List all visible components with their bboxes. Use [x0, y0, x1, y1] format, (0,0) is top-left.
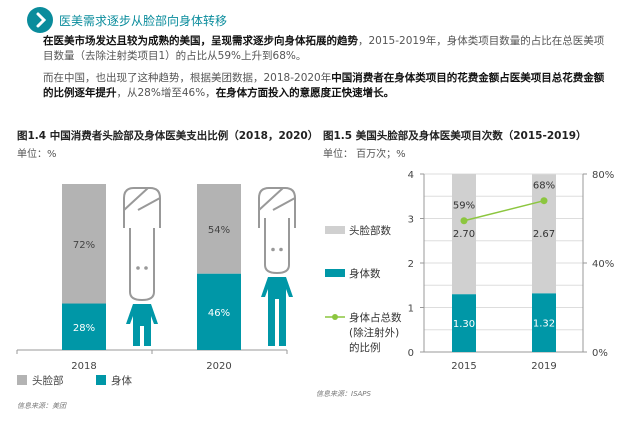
legend-swatch-face [17, 375, 27, 385]
eye-icon [279, 247, 283, 252]
person-body-icon [126, 304, 158, 346]
y-tick-label: 2 [408, 259, 414, 270]
x-tick-label: 2020 [206, 361, 231, 372]
y-tick-label: 0 [408, 348, 414, 359]
bar-face [62, 184, 106, 304]
x-tick-label: 2015 [451, 361, 476, 372]
legend-label: 头脸部 [32, 374, 64, 387]
data-label: 59% [453, 201, 475, 212]
y2-tick-label: 0% [592, 348, 608, 359]
x-tick-label: 2019 [531, 361, 556, 372]
paragraph-segment: ，2015-2019年，身体类项目数量的占比在总医美项目数量（去除注射类项目1）… [43, 35, 605, 62]
bar-body [197, 273, 241, 350]
paragraph-segment: 中国消费者在身体类项目的花费金额占医美项目总花费金额的比例逐年提升 [43, 72, 605, 99]
eye-icon [144, 266, 148, 270]
person-face-icon [129, 228, 155, 302]
data-label: 1.32 [533, 319, 555, 330]
bar-body [532, 293, 556, 352]
legend-label: 头脸部数 [349, 224, 391, 237]
paragraph-china: 而在中国，也出现了这种趋势，根据美团数据，2018-2020年中国消费者在身体类… [43, 71, 613, 101]
legend-label: 的比例 [349, 341, 381, 354]
legend-label: (除注射外) [349, 326, 399, 339]
person-head-towel-icon [123, 187, 161, 228]
chart2-title: 图1.5 美国头脸部及身体医美项目次数（2015-2019） [323, 130, 587, 142]
bar-face [197, 184, 241, 274]
y2-tick-label: 80% [592, 170, 614, 181]
legend-swatch-body [325, 269, 345, 277]
y-tick-label: 3 [408, 215, 414, 226]
paragraph-segment: 在医美市场发达且较为成熟的美国，呈现需求逐步向身体拓展的趋势 [43, 35, 358, 47]
bar-face [532, 174, 556, 294]
data-label: 68% [533, 181, 555, 192]
data-label: 2.70 [453, 229, 475, 240]
legend-label: 身体占总数 [349, 311, 402, 324]
data-label: 1.30 [453, 319, 475, 330]
person-face-icon [264, 218, 290, 275]
chart1-unit: 单位：% [17, 149, 57, 160]
eye-icon [271, 247, 275, 252]
paragraph-segment: ，从28%增至46%， [116, 87, 216, 99]
legend-marker-ratio [332, 314, 338, 320]
legend-label: 身体 [111, 374, 132, 387]
chart1-source: 信息来源：美团 [17, 402, 66, 410]
chart1-title: 图1.4 中国消费者头脸部及身体医美支出比例（2018，2020） [17, 130, 319, 142]
paragraph-us: 在医美市场发达且较为成熟的美国，呈现需求逐步向身体拓展的趋势，2015-2019… [43, 34, 613, 64]
data-label: 54% [208, 225, 230, 236]
x-tick-label: 2018 [71, 361, 96, 372]
person-body-icon [261, 277, 293, 346]
ratio-line [463, 199, 545, 222]
eye-icon [136, 266, 140, 270]
ratio-point [460, 217, 468, 225]
y2-tick-label: 40% [592, 259, 614, 270]
legend-swatch-face [325, 226, 345, 234]
person-head-towel-icon [258, 187, 296, 228]
section-title: 医美需求逐步从脸部向身体转移 [59, 14, 228, 28]
chart2-unit: 单位： 百万次；% [323, 149, 406, 160]
data-label: 28% [73, 323, 95, 334]
legend-label: 身体数 [349, 267, 381, 280]
data-label: 2.67 [533, 229, 555, 240]
y-tick-label: 1 [408, 304, 414, 315]
bar-body [452, 294, 476, 352]
chevron-right-icon [27, 7, 53, 33]
data-label: 46% [208, 308, 230, 319]
data-label: 72% [73, 240, 95, 251]
bar-face [452, 174, 476, 295]
chart2-source: 信息来源：ISAPS [316, 390, 371, 398]
paragraph-segment: 在身体方面投入的意愿度正快速增长。 [215, 87, 395, 99]
bar-body [62, 303, 106, 350]
legend-swatch-body [96, 375, 106, 385]
y-tick-label: 4 [408, 170, 414, 181]
ratio-point [540, 197, 548, 205]
paragraph-segment: 而在中国，也出现了这种趋势，根据美团数据，2018-2020年 [43, 72, 332, 84]
